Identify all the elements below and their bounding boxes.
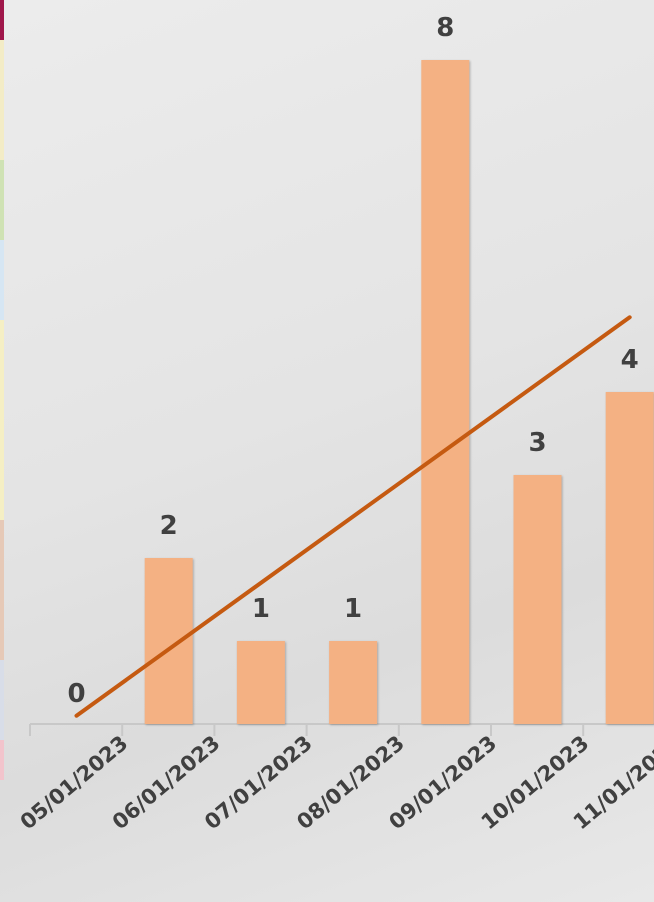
bar (329, 641, 378, 724)
bar (144, 558, 193, 724)
data-label: 1 (344, 594, 362, 624)
data-label: 2 (160, 511, 178, 541)
trendline (74, 315, 632, 718)
x-axis (29, 723, 654, 736)
data-label: 8 (436, 13, 454, 43)
x-tick-labels: 05/01/202306/01/202307/01/202308/01/2023… (16, 731, 654, 834)
trendline-line (74, 315, 632, 718)
bar (513, 475, 562, 724)
bar (605, 392, 654, 724)
data-label: 3 (528, 428, 546, 458)
bar (421, 60, 470, 724)
data-label: 1 (252, 594, 270, 624)
left-edge-strip (0, 0, 4, 780)
bar (236, 641, 285, 724)
data-label: 4 (621, 345, 639, 375)
bars (144, 60, 654, 724)
data-labels: 0 2 1 1 8 3 4 (67, 13, 638, 709)
data-label: 0 (67, 679, 85, 709)
